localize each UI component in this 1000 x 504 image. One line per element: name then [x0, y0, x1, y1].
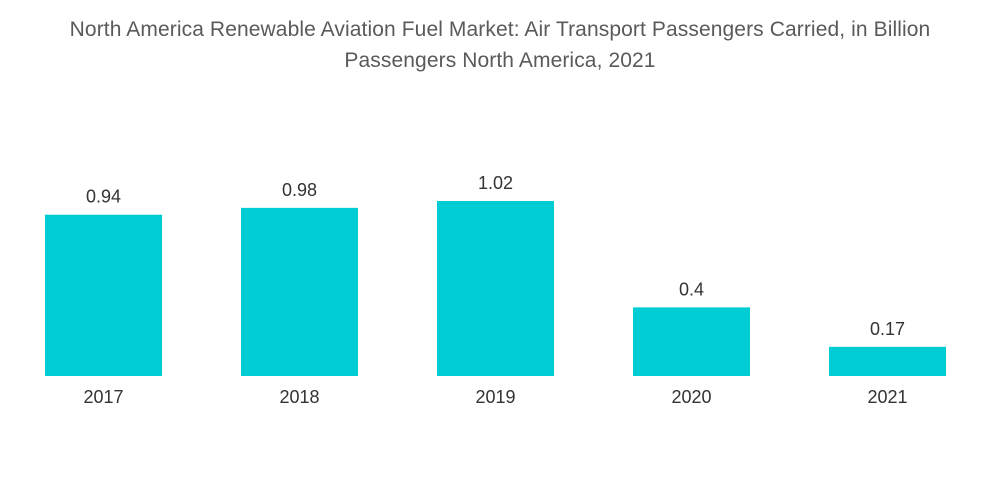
bar-2020	[633, 307, 750, 376]
bar-2018	[241, 207, 358, 376]
data-label-2019: 1.02	[478, 173, 513, 193]
x-tick-label-2021: 2021	[867, 387, 907, 407]
x-tick-label-2017: 2017	[83, 387, 123, 407]
bar-2021	[829, 346, 946, 376]
data-label-2018: 0.98	[282, 180, 317, 200]
x-tick-label-2020: 2020	[671, 387, 711, 407]
data-label-2021: 0.17	[870, 319, 905, 339]
chart-title-line-2: Passengers North America, 2021	[344, 49, 656, 72]
x-tick-label-2018: 2018	[279, 387, 319, 407]
data-label-2020: 0.4	[679, 279, 704, 299]
data-label-2017: 0.94	[86, 187, 121, 207]
chart-title-line-1: North America Renewable Aviation Fuel Ma…	[69, 18, 931, 41]
bar-2019	[437, 201, 554, 376]
bar-2017	[45, 214, 162, 376]
x-tick-label-2019: 2019	[475, 387, 515, 407]
chart-title: North America Renewable Aviation Fuel Ma…	[0, 14, 1000, 76]
